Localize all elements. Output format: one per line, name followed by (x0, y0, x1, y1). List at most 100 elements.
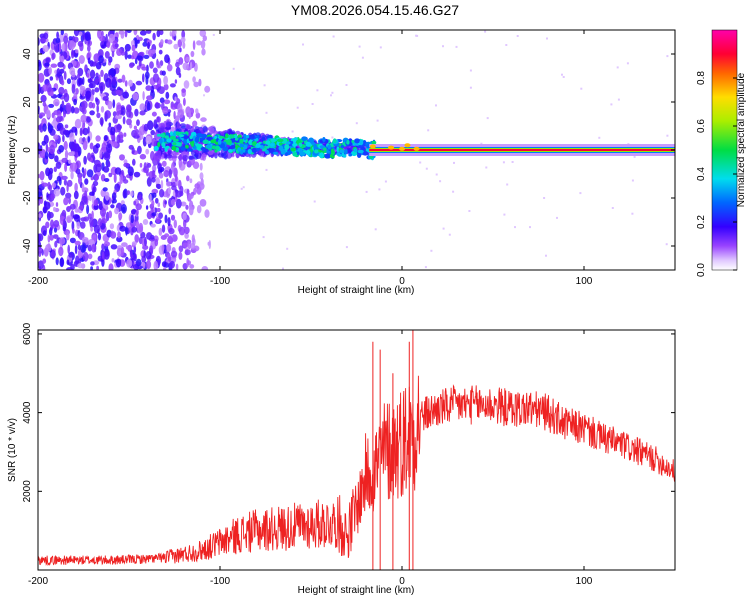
heatmap-cell (435, 173, 438, 176)
heatmap-cell (155, 183, 160, 189)
heatmap-cell (311, 103, 314, 105)
heatmap-cell (93, 224, 101, 234)
heatmap-cell (161, 261, 167, 268)
heatmap-cell (265, 111, 268, 114)
heatmap-cell (240, 149, 244, 155)
heatmap-cell (48, 211, 54, 219)
heatmap-cell (192, 76, 196, 83)
heatmap-cell (83, 155, 87, 165)
heatmap-cell (63, 110, 66, 118)
heatmap-cell (98, 55, 104, 64)
heatmap-cell (361, 56, 364, 59)
heatmap-cell (86, 169, 94, 178)
heatmap-cell (138, 61, 142, 67)
heatmap-cell (45, 244, 52, 252)
heatmap-cell (133, 125, 137, 130)
heatmap-cell (167, 111, 171, 117)
heatmap-cell (617, 98, 620, 101)
heatmap-cell (116, 124, 122, 130)
heatmap-cell (151, 212, 157, 217)
heatmap-cell (165, 91, 170, 99)
heatmap-cell (97, 232, 102, 241)
heatmap-cell (174, 79, 178, 84)
heatmap-cell (86, 116, 91, 123)
heatmap-cell (173, 219, 177, 229)
heatmap-cell (292, 143, 298, 147)
heatmap-cell (160, 133, 165, 138)
heatmap-cell (195, 108, 199, 114)
heatmap-cell (511, 161, 514, 163)
heatmap-cell (113, 68, 117, 76)
heatmap-cell (41, 249, 44, 256)
heatmap-cell (52, 234, 59, 240)
heatmap-cell (125, 245, 132, 250)
heatmap-cell (175, 198, 182, 209)
heatmap-cell (96, 104, 99, 113)
heatmap-cell (331, 91, 334, 94)
heatmap-cell (102, 166, 110, 173)
heatmap-cell (134, 234, 139, 243)
heatmap-cell (151, 49, 156, 54)
heatmap-cell (85, 92, 91, 102)
heatmap-cell (336, 146, 340, 153)
colorbar-tick-label: 0.6 (696, 119, 707, 133)
heatmap-cell (145, 85, 152, 91)
heatmap-cell (80, 221, 86, 229)
heatmap-cell (187, 148, 193, 152)
heatmap-cell (107, 100, 113, 110)
heatmap-cell (183, 97, 186, 106)
heatmap-cell (56, 31, 59, 39)
heatmap-cell (81, 108, 87, 115)
heatmap-cell (145, 135, 152, 145)
heatmap-cell (276, 138, 284, 143)
heatmap-cell (202, 139, 209, 144)
heatmap-cell (234, 137, 239, 141)
heatmap-cell (155, 197, 159, 204)
heatmap-cell (340, 145, 345, 149)
heatmap-cell (111, 50, 115, 58)
heatmap-cell (180, 36, 186, 43)
heatmap-cell (41, 140, 47, 146)
heatmap-cell (270, 143, 275, 147)
heatmap-cell (154, 238, 159, 247)
heatmap-cell (78, 55, 85, 64)
heatmap-cell (90, 226, 93, 232)
heatmap-cell (332, 35, 335, 38)
heatmap-cell (163, 266, 167, 270)
heatmap-cell (157, 202, 161, 207)
heatmap-cell (191, 234, 195, 243)
heatmap-cell (56, 68, 61, 78)
heatmap-cell (546, 37, 548, 40)
heatmap-cell (53, 227, 58, 233)
heatmap-cell (65, 192, 72, 199)
heatmap-cell (45, 143, 49, 153)
heatmap-cell (233, 134, 238, 139)
heatmap-cell (99, 117, 104, 126)
heatmap-cell (156, 207, 161, 213)
heatmap-cell (202, 152, 207, 161)
heatmap-cell (140, 231, 146, 239)
heatmap-cell (108, 56, 113, 63)
heatmap-cell (128, 79, 133, 87)
heatmap-cell (139, 110, 146, 116)
heatmap-cell (119, 225, 127, 232)
heatmap-cell (177, 109, 184, 119)
heatmap-cell (305, 149, 311, 156)
heatmap-cell (598, 136, 601, 139)
heatmap-cell (157, 141, 161, 148)
heatmap-cell (263, 84, 266, 87)
heatmap-cell (131, 55, 135, 60)
heatmap-cell (110, 126, 116, 136)
heatmap-cell (60, 55, 65, 63)
heatmap-cell (47, 146, 51, 153)
heatmap-cell (49, 144, 55, 155)
heatmap-cell (435, 104, 437, 107)
heatmap-cell (193, 81, 200, 88)
heatmap-cell (66, 179, 73, 187)
heatmap-cell (111, 192, 117, 201)
heatmap-cell (54, 240, 58, 248)
x-tick-label: -200 (28, 576, 48, 587)
heatmap-cell (134, 58, 138, 65)
heatmap-cell (278, 145, 284, 151)
heatmap-cell (122, 116, 126, 125)
